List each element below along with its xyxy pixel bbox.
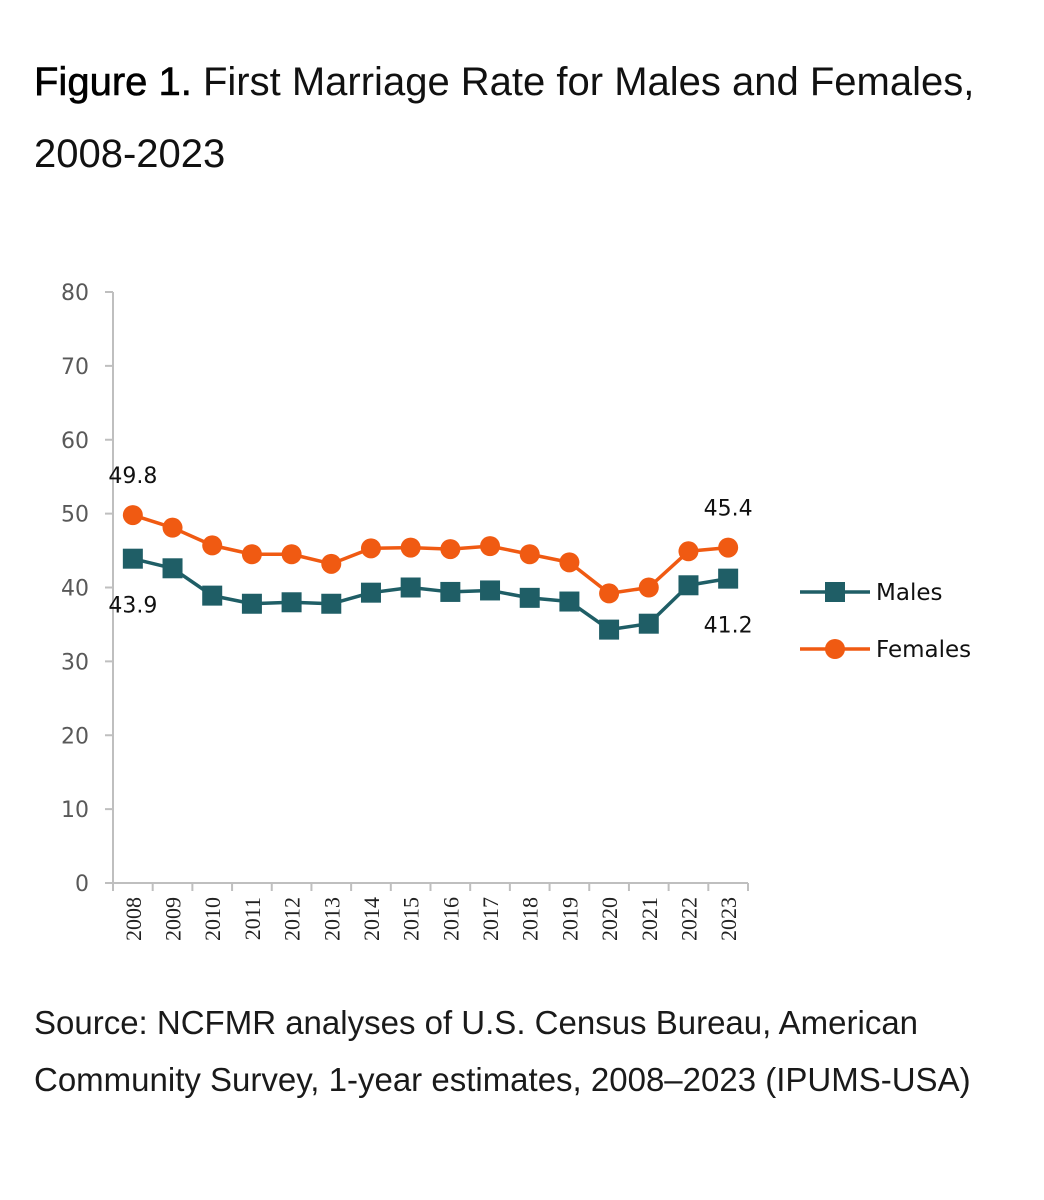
data-point-females — [241, 544, 262, 565]
y-tick-label: 0 — [75, 872, 89, 897]
y-tick-label: 40 — [61, 577, 89, 602]
x-tick-label: 2023 — [716, 897, 741, 941]
y-tick-label: 20 — [61, 724, 89, 749]
data-point-females — [440, 539, 461, 560]
data-point-females — [638, 577, 659, 598]
data-point-females — [718, 537, 739, 558]
data-point-males — [400, 577, 421, 598]
legend-marker-females — [825, 639, 845, 659]
data-label: 45.4 — [704, 497, 753, 522]
data-point-females — [599, 583, 620, 604]
legend-label-males: Males — [876, 580, 942, 606]
series-line-males — [132, 556, 729, 632]
data-point-males — [122, 548, 143, 569]
data-point-males — [321, 593, 342, 614]
data-label: 41.2 — [704, 614, 753, 639]
y-tick-label: 60 — [61, 429, 89, 454]
series-line-females — [132, 513, 729, 596]
line-chart: 0 10 20 30 40 50 60 70 80 2008 2009 2010 2011 2012 201… — [61, 281, 971, 941]
x-tick-label: 2015 — [399, 897, 424, 941]
y-tick-label: 30 — [61, 650, 89, 675]
x-tick-label: 2008 — [121, 897, 146, 941]
figure-title: Figure 1. First Marriage Rate for Males … — [34, 46, 1014, 190]
data-point-females — [122, 505, 143, 526]
data-point-males — [281, 592, 302, 613]
figure-label: Figure 1. — [34, 60, 192, 105]
data-point-males — [519, 587, 540, 608]
chart-container: 0 10 20 30 40 50 60 70 80 2008 2009 2010 2011 2012 201… — [0, 260, 1044, 980]
x-tick-label: 2020 — [597, 897, 622, 941]
data-point-males — [678, 575, 699, 596]
data-point-males — [559, 591, 580, 612]
x-tick-label: 2022 — [676, 897, 701, 941]
x-tick-label: 2017 — [478, 897, 503, 941]
data-point-males — [241, 593, 262, 614]
data-point-females — [400, 537, 421, 558]
x-tick-label: 2009 — [161, 897, 186, 941]
data-point-males — [440, 581, 461, 602]
data-label: 43.9 — [108, 594, 157, 619]
data-point-females — [281, 544, 302, 565]
data-point-males — [480, 580, 501, 601]
x-tick-label: 2010 — [200, 897, 225, 941]
data-point-females — [678, 541, 699, 562]
data-point-males — [162, 558, 183, 579]
data-point-females — [559, 552, 580, 573]
x-tick-label: 2014 — [359, 897, 384, 941]
data-point-females — [202, 535, 223, 556]
data-point-females — [519, 544, 540, 565]
y-tick-label: 50 — [61, 503, 89, 528]
data-point-males — [638, 613, 659, 634]
data-point-males — [718, 568, 739, 589]
legend-label-females: Females — [876, 637, 971, 663]
x-tick-label: 2018 — [518, 897, 543, 941]
data-point-females — [321, 553, 342, 574]
x-tick-label: 2013 — [319, 897, 344, 941]
y-tick-label: 10 — [61, 798, 89, 823]
x-tick-label: 2012 — [280, 897, 305, 941]
data-point-males — [202, 585, 223, 606]
x-tick-label: 2021 — [637, 897, 662, 941]
y-tick-label: 70 — [61, 355, 89, 380]
x-tick-label: 2011 — [240, 897, 265, 940]
data-point-males — [599, 619, 620, 640]
y-tick-label: 80 — [61, 281, 89, 306]
legend-marker-males — [825, 582, 845, 602]
data-label: 49.8 — [108, 464, 157, 489]
x-tick-label: 2016 — [438, 897, 463, 941]
figure-title-text: First Marriage Rate for Males and Female… — [34, 60, 975, 176]
data-point-females — [480, 536, 501, 557]
source-note: Source: NCFMR analyses of U.S. Census Bu… — [34, 1004, 971, 1098]
data-point-females — [360, 538, 381, 559]
x-tick-label: 2019 — [557, 897, 582, 941]
data-point-females — [162, 517, 183, 538]
data-point-males — [360, 582, 381, 603]
